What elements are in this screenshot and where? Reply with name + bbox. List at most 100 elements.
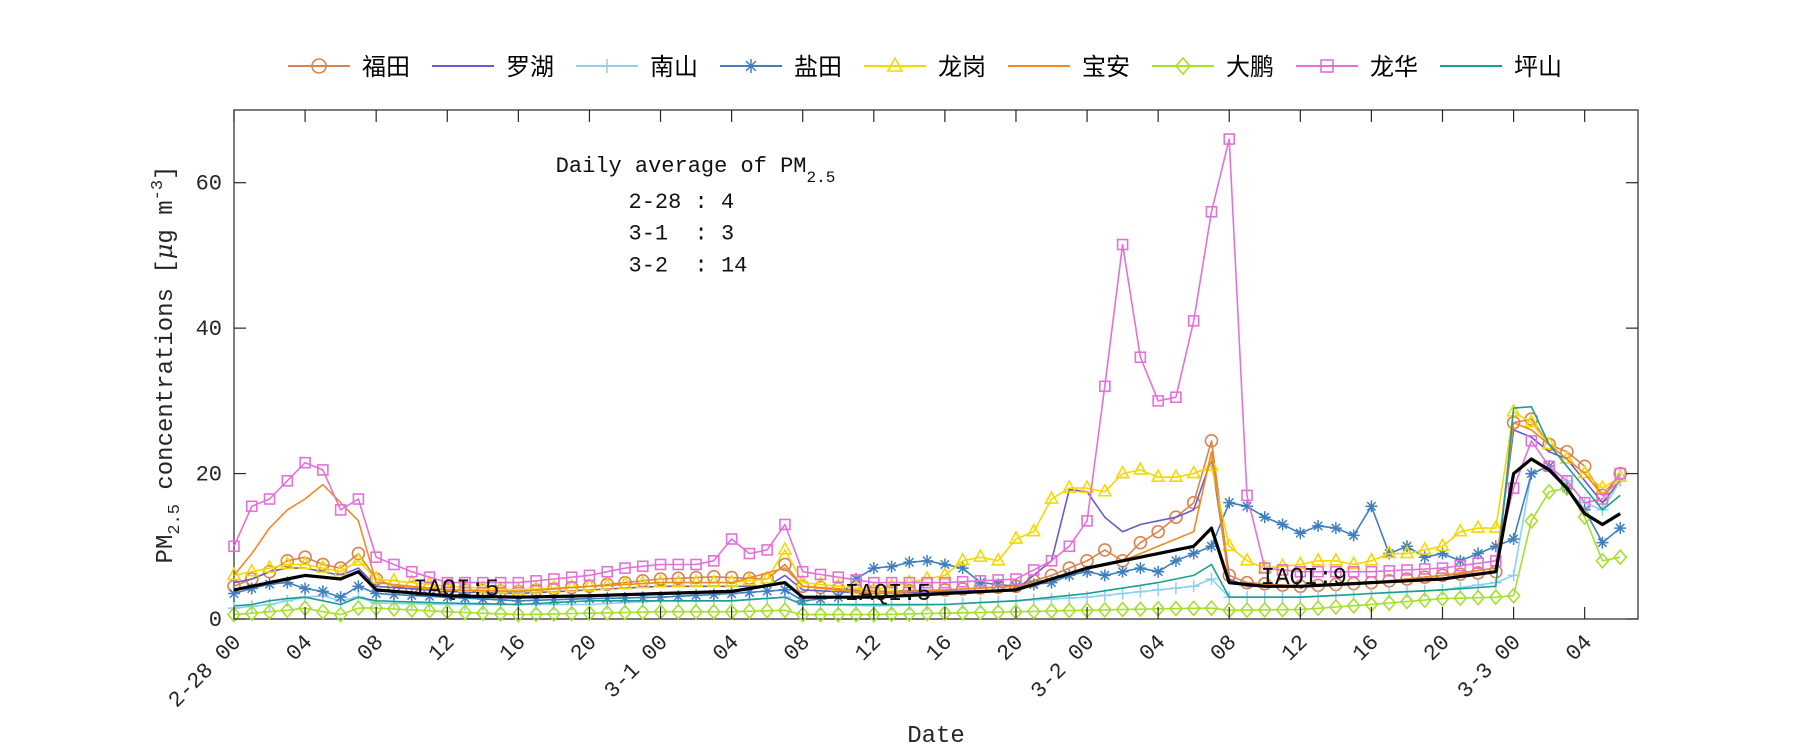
data-point [1027, 564, 1040, 576]
data-point [297, 555, 313, 570]
data-point [583, 592, 596, 605]
data-point [973, 548, 988, 562]
data-point [1116, 238, 1129, 251]
data-point [1081, 515, 1093, 527]
x-tick-label: 08 [1206, 630, 1242, 666]
data-point [281, 576, 294, 589]
data-point [457, 578, 473, 592]
data-point [1115, 464, 1130, 479]
data-point [671, 603, 686, 620]
series-坪山 [233, 405, 1621, 607]
y-tick-label: 60 [196, 172, 222, 197]
series-line [233, 457, 1622, 599]
data-point [1186, 464, 1202, 479]
data-point [1169, 554, 1182, 567]
annotation-line: 3-1 : 3 [629, 221, 735, 246]
data-point [1347, 565, 1360, 578]
data-point [352, 493, 365, 505]
legend-label: 宝安 [1082, 53, 1130, 81]
x-tick-label: 08 [353, 630, 389, 666]
data-point [1241, 489, 1253, 502]
series-龙华 [228, 133, 1627, 589]
data-point [1346, 555, 1361, 570]
data-point [494, 593, 507, 606]
data-point [423, 571, 436, 583]
data-point [1418, 563, 1431, 575]
data-point [311, 58, 327, 74]
legend-label: 罗湖 [506, 53, 554, 81]
data-point [599, 576, 615, 591]
iaqi-label: IAQI:5 [413, 577, 499, 604]
data-point [1488, 519, 1504, 533]
data-point [1320, 59, 1334, 73]
data-point [1382, 594, 1397, 612]
data-point [298, 550, 312, 564]
data-point [405, 565, 418, 578]
data-point [937, 566, 953, 581]
data-point [1329, 522, 1342, 535]
data-point [795, 606, 810, 623]
data-point [512, 594, 525, 607]
data-point [1595, 479, 1610, 493]
x-tick-label: 20 [993, 630, 1029, 666]
data-point [885, 560, 898, 573]
data-point [1435, 537, 1450, 552]
data-point [529, 606, 544, 623]
data-point [387, 588, 400, 601]
data-point [1614, 522, 1627, 535]
data-point [1151, 524, 1165, 539]
data-point [760, 602, 775, 619]
data-point [315, 603, 330, 620]
legend-label: 盐田 [794, 53, 842, 81]
data-point [1399, 593, 1415, 610]
data-point [530, 575, 542, 587]
data-point [1401, 564, 1413, 576]
data-point [228, 587, 240, 600]
data-point [885, 576, 898, 589]
data-point [670, 573, 686, 588]
data-point [1381, 544, 1397, 559]
data-point [548, 573, 560, 585]
data-point [1525, 435, 1538, 447]
data-point [299, 456, 311, 469]
data-point [920, 605, 935, 622]
data-point [1506, 587, 1521, 604]
data-point [956, 562, 969, 575]
data-point [299, 582, 312, 595]
data-point [761, 585, 774, 598]
data-point [1205, 573, 1218, 586]
data-point [707, 588, 720, 601]
data-point [990, 552, 1006, 566]
data-point [601, 592, 614, 605]
data-point [796, 565, 809, 578]
data-point [281, 475, 294, 487]
data-point [262, 559, 277, 573]
x-tick-label: 16 [1348, 630, 1384, 666]
legend-label: 大鹏 [1226, 53, 1274, 81]
data-point [1292, 555, 1308, 570]
data-point [370, 587, 383, 600]
x-tick-label: 2-28 00 [164, 630, 247, 713]
data-point [777, 541, 793, 555]
data-point [635, 603, 650, 621]
data-point [938, 558, 951, 571]
data-point [1081, 565, 1094, 578]
data-point [778, 583, 791, 596]
data-point [743, 586, 756, 599]
data-point [653, 573, 668, 588]
data-point [1310, 552, 1326, 566]
data-point [884, 606, 899, 623]
data-point [955, 604, 970, 622]
data-point [1524, 512, 1539, 530]
data-point [1311, 600, 1326, 617]
data-point [1044, 602, 1059, 620]
data-point [404, 601, 419, 619]
data-point [886, 56, 904, 72]
data-point [974, 576, 987, 589]
data-point [759, 570, 775, 584]
data-point [317, 464, 329, 476]
x-tick-label: 3-2 00 [1026, 630, 1100, 704]
annotation-line: 2-28 : 4 [629, 190, 735, 215]
legend-label: 龙华 [1370, 53, 1418, 81]
data-point [1507, 569, 1520, 582]
